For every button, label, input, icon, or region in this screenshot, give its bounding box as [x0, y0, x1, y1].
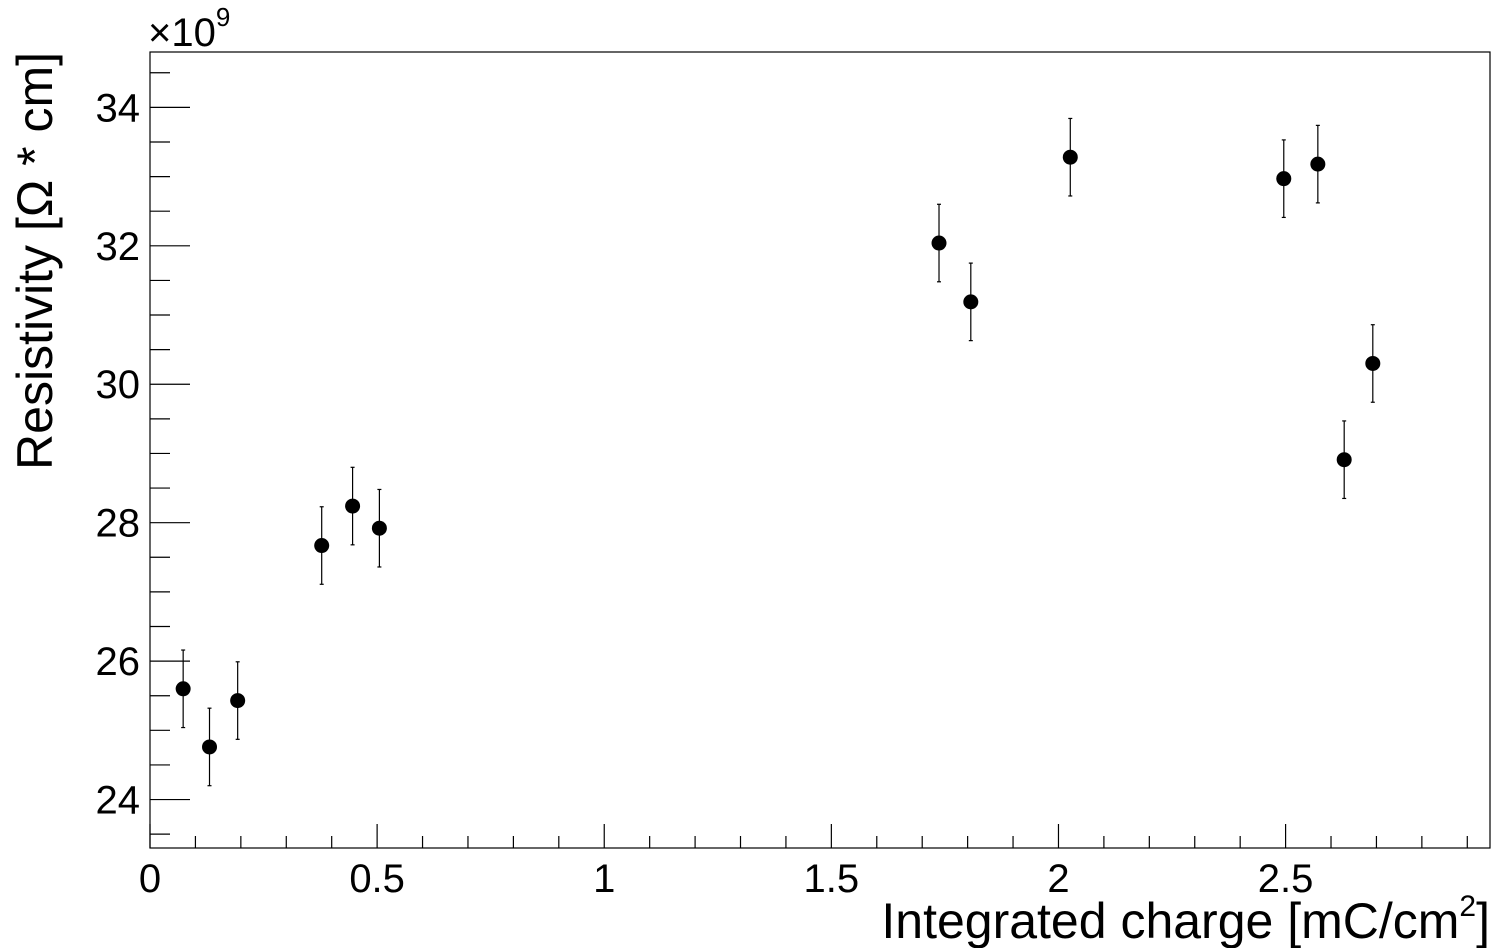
data-point-marker	[1336, 452, 1352, 468]
data-point-marker	[1310, 156, 1326, 172]
x-tick-label: 0	[139, 857, 161, 901]
data-point-marker	[230, 693, 246, 709]
x-axis-title-main: Integrated charge [mC/cm	[881, 893, 1459, 948]
y-axis-multiplier: ×109	[148, 2, 230, 55]
x-axis-title-close: ]	[1476, 893, 1490, 948]
y-axis-title: Resistivity [Ω * cm]	[7, 52, 63, 470]
y-tick-label: 34	[96, 86, 141, 130]
data-point-marker	[175, 681, 191, 697]
y-axis-ticks: 24 26 28 30 32 34	[96, 72, 190, 835]
data-point-marker	[1365, 355, 1381, 371]
data-point-marker	[1062, 149, 1078, 165]
data-point-marker	[963, 294, 979, 310]
data-point-marker	[931, 235, 947, 251]
data-point-marker	[371, 520, 387, 536]
x-tick-label: 1	[593, 857, 615, 901]
x-tick-label: 0.5	[349, 857, 405, 901]
x-axis-title: Integrated charge [mC/cm2]	[881, 890, 1490, 948]
y-tick-label: 24	[96, 779, 141, 823]
data-point-marker	[1276, 171, 1292, 187]
x-axis-ticks: 0 0.5 1 1.5 2 2.5	[139, 824, 1468, 901]
plot-frame	[149, 51, 1491, 849]
x-axis-title-superscript: 2	[1459, 890, 1476, 923]
y-tick-label: 26	[96, 640, 141, 684]
y-multiplier-prefix: ×10	[148, 11, 216, 55]
data-point-marker	[345, 498, 361, 514]
x-tick-label: 1.5	[804, 857, 860, 901]
x-tick-label: 2.5	[1258, 857, 1314, 901]
data-point-marker	[314, 538, 330, 554]
data-points	[175, 117, 1381, 787]
y-tick-label: 28	[96, 502, 141, 546]
y-multiplier-exponent: 9	[216, 2, 230, 32]
y-tick-label: 32	[96, 225, 141, 269]
data-point-marker	[202, 739, 218, 755]
y-tick-label: 30	[96, 363, 141, 407]
x-tick-label: 2	[1047, 857, 1069, 901]
